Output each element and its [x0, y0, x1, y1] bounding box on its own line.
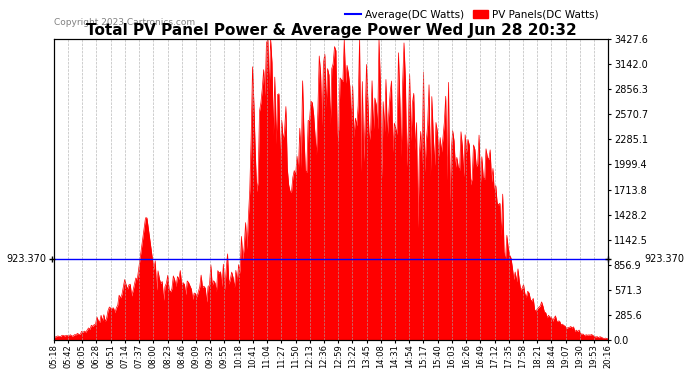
Text: 923.370: 923.370	[7, 254, 47, 264]
Text: 923.370: 923.370	[644, 254, 684, 264]
Text: Copyright 2023 Cartronics.com: Copyright 2023 Cartronics.com	[54, 18, 195, 27]
Title: Total PV Panel Power & Average Power Wed Jun 28 20:32: Total PV Panel Power & Average Power Wed…	[86, 23, 576, 38]
Legend: Average(DC Watts), PV Panels(DC Watts): Average(DC Watts), PV Panels(DC Watts)	[341, 5, 603, 24]
